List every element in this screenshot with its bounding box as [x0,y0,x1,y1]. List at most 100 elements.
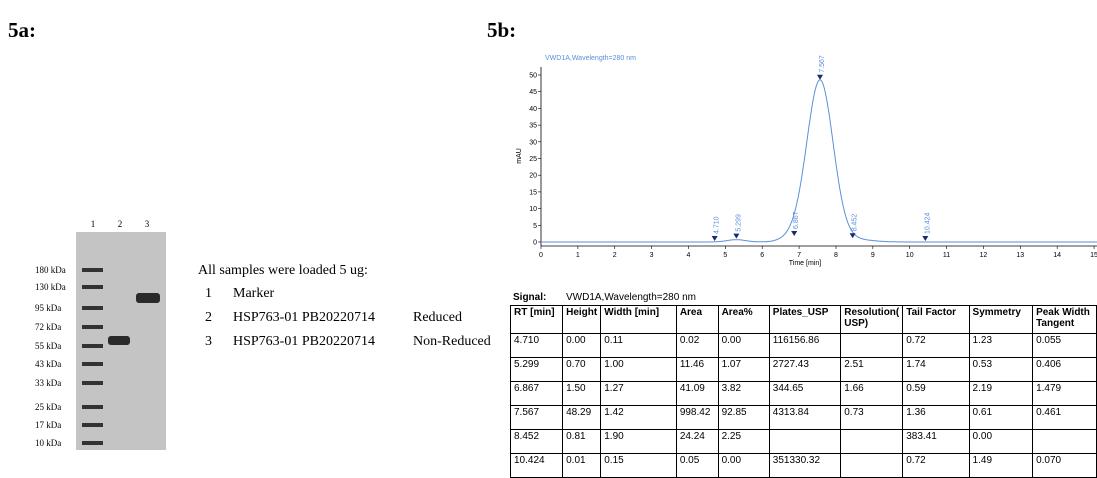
x-tick-label: 15 [1090,252,1097,259]
table-cell: 2.19 [969,382,1033,406]
panel-label: 5b: [487,18,516,42]
table-cell: 0.00 [718,334,769,358]
table-cell: 0.11 [601,334,677,358]
chart-title: VWD1A,Wavelength=280 nm [545,55,636,62]
peak-label: 4.710 [714,216,721,234]
table-cell: 1.00 [601,358,677,382]
y-tick-label: 20 [529,173,537,180]
table-cell: 0.72 [903,334,969,358]
y-tick-label: 10 [529,206,537,213]
x-tick-label: 0 [539,252,543,259]
table-cell: 1.74 [903,358,969,382]
lane-number: 2 [118,219,123,229]
peak-marker [712,236,718,241]
marker-band [82,285,103,289]
legend-cell: 3 [205,334,212,349]
table-cell: 1.66 [841,382,903,406]
gel-band [136,293,160,303]
marker-label: 130 kDa [35,282,66,292]
table-cell: 116156.86 [769,334,840,358]
legend-cell: Marker [233,286,275,301]
peak-marker [733,234,739,239]
x-tick-label: 2 [613,252,617,259]
marker-band [82,344,103,348]
x-tick-label: 8 [834,252,838,259]
table-cell [841,454,903,478]
lane-number: 3 [145,219,150,229]
marker-band [82,362,103,366]
table-cell: 998.42 [676,406,718,430]
peak-label: 8.452 [852,214,859,232]
legend-cell: 1 [205,286,212,301]
marker-label: 55 kDa [35,341,61,351]
x-tick-label: 9 [871,252,875,259]
x-axis-label: Time [min] [789,260,821,267]
y-tick-label: 50 [529,73,537,80]
y-tick-label: 5 [533,223,537,230]
table-cell: 1.36 [903,406,969,430]
table-cell: 1.50 [563,382,601,406]
table-cell: 1.479 [1033,382,1097,406]
table-row: 6.8671.501.2741.093.82344.651.660.592.19… [511,382,1097,406]
table-cell: 1.49 [969,454,1033,478]
table-cell: 2.51 [841,358,903,382]
table-cell: 351330.32 [769,454,840,478]
peak-label: 7.567 [819,55,826,73]
y-tick-label: 0 [533,239,537,246]
marker-label: 72 kDa [35,322,61,332]
y-tick-label: 40 [529,106,537,113]
x-tick-label: 4 [687,252,691,259]
lane-number: 1 [91,219,96,229]
header-cell: Peak Width Tangent [1033,306,1097,334]
signal-value: VWD1A,Wavelength=280 nm [566,292,696,303]
y-tick-label: 30 [529,139,537,146]
x-tick-label: 1 [576,252,580,259]
header-cell: Area% [718,306,769,334]
x-tick-label: 7 [797,252,801,259]
table-cell: 1.27 [601,382,677,406]
table-cell: 0.461 [1033,406,1097,430]
peak-label: 5.299 [735,214,742,232]
table-cell: 41.09 [676,382,718,406]
table-cell: 0.406 [1033,358,1097,382]
marker-band [82,306,103,310]
header-cell: Height [563,306,601,334]
table-cell: 0.055 [1033,334,1097,358]
marker-label: 17 kDa [35,420,61,430]
header-cell: Area [676,306,718,334]
table-cell: 1.42 [601,406,677,430]
x-tick-label: 6 [760,252,764,259]
marker-label: 43 kDa [35,359,61,369]
table-cell: 4313.84 [769,406,840,430]
signal-trace [541,80,1097,242]
table-cell: 0.59 [903,382,969,406]
header-cell: Tail Factor [903,306,969,334]
marker-band [82,405,103,409]
table-row: 4.7100.000.110.020.00116156.860.721.230.… [511,334,1097,358]
table-cell: 344.65 [769,382,840,406]
table-cell: 0.00 [563,334,601,358]
marker-label: 10 kDa [35,438,61,448]
signal-label: Signal: [513,292,546,303]
table-cell: 1.07 [718,358,769,382]
y-tick-label: 35 [529,123,537,130]
x-tick-label: 14 [1053,252,1061,259]
header-cell: Resolution( USP) [841,306,903,334]
marker-band [82,381,103,385]
x-tick-label: 10 [906,252,914,259]
table-cell: 0.61 [969,406,1033,430]
table-cell: 0.70 [563,358,601,382]
peak-marker [791,231,797,236]
table-cell: 11.46 [676,358,718,382]
table-cell: 0.02 [676,334,718,358]
header-cell: RT [min] [511,306,563,334]
table-cell: 2727.43 [769,358,840,382]
table-cell: 7.567 [511,406,563,430]
y-tick-label: 45 [529,89,537,96]
x-tick-label: 11 [943,252,950,259]
header-cell: Plates_USP [769,306,840,334]
peak-label: 6.867 [793,211,800,229]
peak-marker [817,75,823,80]
